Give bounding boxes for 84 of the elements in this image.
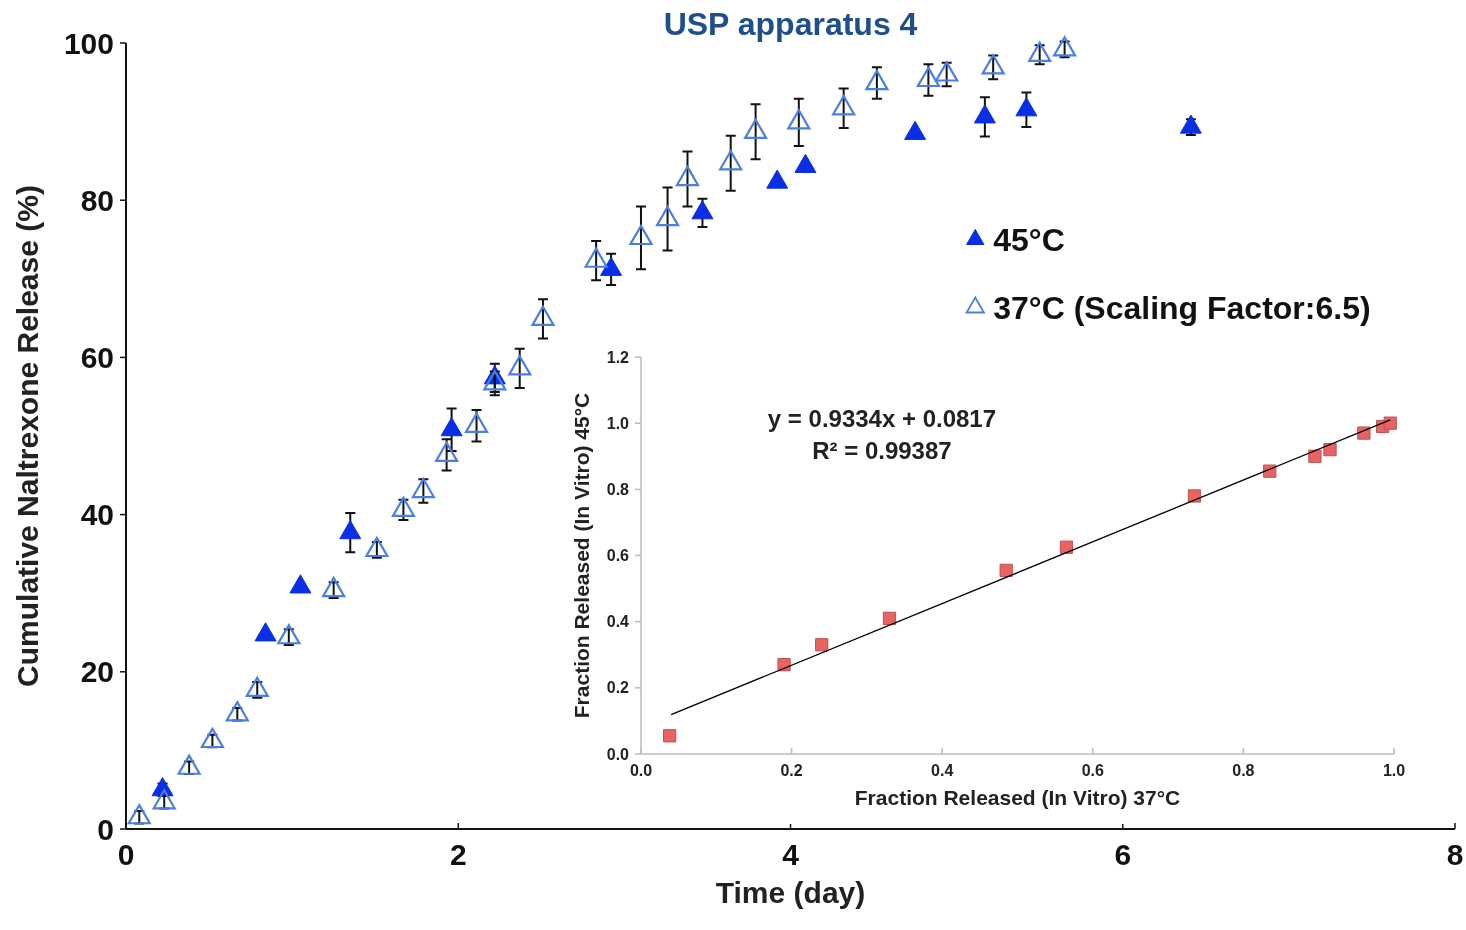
x-axis-title: Fraction Released (In Vitro) 37°C bbox=[854, 786, 1181, 809]
y-tick-label: 1.0 bbox=[606, 414, 630, 432]
y-tick-label: 0.6 bbox=[606, 547, 630, 565]
x-tick-label: 1.0 bbox=[1382, 762, 1406, 779]
point bbox=[1308, 449, 1322, 463]
point bbox=[254, 622, 277, 642]
x-tick-label: 0.4 bbox=[931, 762, 954, 779]
point bbox=[832, 95, 856, 116]
point bbox=[435, 441, 459, 463]
x-tick-label: 0 bbox=[117, 838, 135, 871]
y-tick-label: 100 bbox=[63, 26, 114, 60]
point bbox=[411, 477, 435, 499]
point bbox=[440, 417, 463, 437]
point bbox=[1015, 97, 1038, 117]
point bbox=[1028, 41, 1052, 62]
point bbox=[464, 412, 489, 433]
x-tick-label: 0.2 bbox=[780, 762, 803, 779]
x-axis-title: Time (day) bbox=[715, 876, 866, 909]
point bbox=[584, 247, 608, 268]
y-axis-title: Cumulative Naltrexone Release (%) bbox=[11, 185, 44, 687]
point bbox=[127, 804, 151, 825]
y-axis-title: Fraction Released (In Vitro) 45°C bbox=[570, 392, 593, 719]
point bbox=[916, 66, 940, 88]
point bbox=[365, 536, 389, 558]
point bbox=[339, 520, 362, 540]
x-tick-label: 2 bbox=[449, 838, 467, 871]
y-tick-label: 80 bbox=[80, 183, 114, 217]
y-tick-label: 0.4 bbox=[606, 613, 630, 631]
point bbox=[766, 169, 789, 189]
y-tick-label: 40 bbox=[80, 498, 114, 532]
y-tick-label: 60 bbox=[80, 340, 114, 374]
point bbox=[483, 370, 507, 391]
point bbox=[815, 638, 829, 652]
point bbox=[882, 611, 897, 625]
point bbox=[289, 574, 312, 594]
y-tick-label: 0.0 bbox=[606, 745, 630, 763]
legend-label: 37°C (Scaling Factor:6.5) bbox=[993, 289, 1371, 326]
point bbox=[200, 727, 224, 749]
y-tick-label: 0.8 bbox=[606, 480, 630, 498]
point bbox=[245, 676, 269, 698]
point bbox=[981, 54, 1005, 75]
point bbox=[629, 224, 653, 246]
point bbox=[225, 701, 249, 722]
x-tick-label: 0.8 bbox=[1232, 762, 1255, 779]
point bbox=[787, 109, 811, 130]
point bbox=[794, 153, 817, 173]
point bbox=[691, 200, 714, 220]
point bbox=[508, 355, 532, 376]
point bbox=[744, 118, 768, 139]
point bbox=[662, 729, 677, 743]
x-tick-label: 4 bbox=[782, 838, 800, 871]
point bbox=[1187, 489, 1202, 503]
x-tick-label: 0.6 bbox=[1081, 762, 1105, 779]
point bbox=[152, 789, 176, 810]
point bbox=[600, 256, 623, 276]
annotation: R² = 0.99387 bbox=[812, 437, 952, 464]
point bbox=[999, 563, 1013, 578]
point bbox=[675, 165, 700, 187]
y-tick-label: 1.2 bbox=[606, 348, 630, 366]
point bbox=[177, 754, 201, 775]
point bbox=[322, 576, 346, 598]
chart-title: USP apparatus 4 bbox=[663, 6, 918, 42]
x-tick-label: 6 bbox=[1114, 838, 1132, 871]
point bbox=[391, 496, 415, 518]
point bbox=[865, 69, 889, 91]
point bbox=[277, 624, 301, 645]
point bbox=[655, 205, 680, 227]
point bbox=[973, 104, 996, 124]
y-tick-label: 0 bbox=[97, 812, 114, 846]
x-tick-label: 0.0 bbox=[629, 762, 653, 779]
point bbox=[935, 61, 959, 82]
legend-label: 45°C bbox=[993, 221, 1065, 258]
point bbox=[1383, 416, 1397, 430]
y-tick-label: 0.2 bbox=[606, 679, 630, 697]
annotation: y = 0.9334x + 0.0817 bbox=[767, 405, 997, 432]
point bbox=[1053, 36, 1077, 57]
point bbox=[1059, 540, 1074, 554]
point bbox=[904, 120, 927, 140]
point bbox=[719, 150, 743, 171]
x-tick-label: 8 bbox=[1446, 838, 1464, 871]
y-tick-label: 20 bbox=[80, 655, 114, 689]
point bbox=[1179, 114, 1202, 134]
point bbox=[531, 305, 555, 327]
point bbox=[1323, 443, 1337, 457]
